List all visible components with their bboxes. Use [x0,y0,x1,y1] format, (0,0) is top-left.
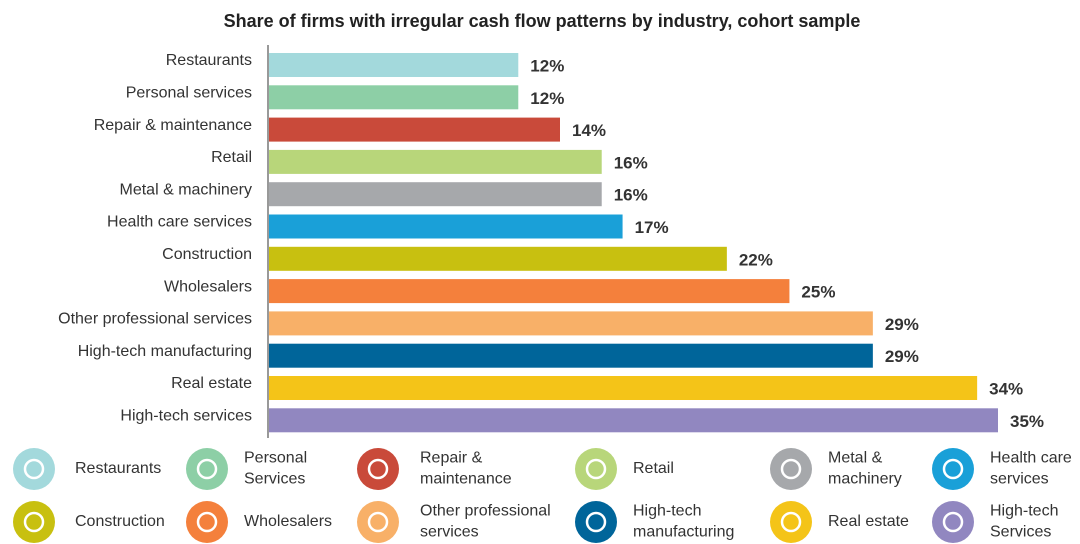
chart-title: Share of firms with irregular cash flow … [224,11,861,31]
legend-icon [770,448,812,490]
legend-icon-glyph [942,511,964,533]
legend-icon [932,501,974,543]
bar [269,53,519,77]
legend-icon-glyph [367,511,389,533]
legend-label: Health care [990,450,1072,467]
legend-icon-glyph [23,511,45,533]
legend-icon-glyph [585,511,607,533]
legend-label: Wholesalers [244,513,332,530]
legend-icon-glyph [23,458,45,480]
legend-label: Repair & [420,450,483,467]
category-label: Health care services [107,214,252,231]
value-label: 12% [530,56,564,75]
legend-icon [186,448,228,490]
category-label: Real estate [171,375,252,392]
value-label: 14% [572,121,606,140]
category-label: Wholesalers [164,278,252,295]
legend-icon-glyph [196,511,218,533]
legend-label: Restaurants [75,460,161,477]
legend-icon [357,501,399,543]
value-label: 17% [635,218,669,237]
legend-icon-glyph [780,458,802,480]
legend-icon [770,501,812,543]
bar [269,376,978,400]
legend-icon-glyph [780,511,802,533]
legend-icon [13,448,55,490]
legend-label: High-tech [990,503,1058,520]
legend-label: machinery [828,471,902,488]
value-label: 25% [801,283,835,302]
value-label: 12% [530,89,564,108]
category-label: Restaurants [166,52,252,69]
legend-label: Real estate [828,513,909,530]
category-label: Personal services [126,85,252,102]
legend-label: Metal & [828,450,883,467]
legend-icon-glyph [367,458,389,480]
bar [269,117,560,142]
value-label: 29% [885,347,919,366]
legend-label: Other professional [420,503,551,520]
category-label: High-tech services [120,408,252,425]
bar [269,311,873,336]
legend-icon-glyph [585,458,607,480]
bar [269,214,623,239]
legend-icon [932,448,974,490]
value-label: 29% [885,315,919,334]
legend-icon [357,448,399,490]
legend-icon [186,501,228,543]
bar [269,343,873,368]
legend-icon-glyph [196,458,218,480]
legend-label: High-tech [633,503,701,520]
legend-label: manufacturing [633,524,734,541]
category-label: Metal & machinery [120,181,253,198]
bar [269,149,602,174]
legend-label: services [420,524,479,541]
legend-icon-glyph [942,458,964,480]
bar [269,408,998,433]
bar [269,279,790,304]
value-label: 35% [1010,412,1044,431]
bar [269,182,602,207]
category-label: Repair & maintenance [94,117,252,134]
value-label: 22% [739,250,773,269]
legend-label: Services [244,471,305,488]
bar [269,85,519,110]
legend-label: Services [990,524,1051,541]
value-label: 34% [989,379,1023,398]
bar [269,246,727,271]
legend-icon [575,448,617,490]
legend-label: services [990,471,1049,488]
legend-label: maintenance [420,471,512,488]
legend-label: Personal [244,450,307,467]
category-label: Retail [211,149,252,166]
legend-label: Construction [75,513,165,530]
legend-icon [13,501,55,543]
category-label: Construction [162,246,252,263]
category-label: Other professional services [58,311,252,328]
category-label: High-tech manufacturing [78,343,252,360]
value-label: 16% [614,186,648,205]
legend-label: Retail [633,460,674,477]
legend-icon [575,501,617,543]
value-label: 16% [614,153,648,172]
